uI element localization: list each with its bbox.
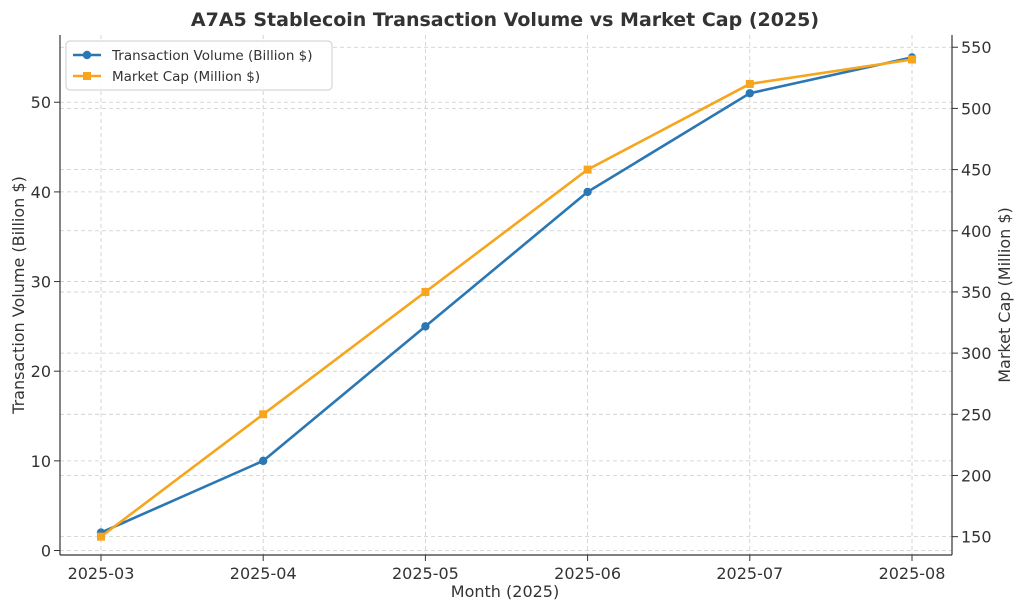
y-left-tick-label: 50 [31, 93, 51, 112]
y-right-tick-label: 300 [961, 344, 992, 363]
legend-swatch-marker [82, 50, 92, 60]
grid-lines [60, 35, 952, 555]
y-axis-left-label: Transaction Volume (Billion $) [9, 176, 28, 415]
data-point [259, 410, 268, 419]
legend-item: Market Cap (Million $) [73, 69, 260, 85]
data-point [583, 165, 592, 174]
series-lines [96, 53, 917, 541]
y-right-tick-label: 250 [961, 405, 992, 424]
data-point [745, 89, 754, 98]
data-point [908, 55, 916, 64]
x-tick-label: 2025-06 [554, 564, 621, 583]
y-left-tick-label: 30 [31, 273, 51, 292]
x-tick-label: 2025-05 [392, 564, 459, 583]
series-1 [96, 53, 917, 537]
y-axis-right-label: Market Cap (Million $) [995, 207, 1014, 383]
y-right-tick-label: 550 [961, 38, 992, 57]
y-left-tick-label: 40 [31, 183, 51, 202]
legend: Transaction Volume (Billion $) Market Cap… [65, 40, 333, 91]
y-left-tick-label: 20 [31, 362, 51, 381]
data-point [421, 287, 430, 296]
y-right-tick-label: 350 [961, 283, 992, 302]
data-point [259, 456, 268, 466]
y-right-tick-label: 400 [961, 222, 992, 241]
legend-box [65, 40, 333, 91]
x-axis-label: Month (2025) [451, 582, 559, 601]
series-line [100, 56, 913, 534]
data-point [97, 532, 105, 541]
data-point [583, 187, 592, 197]
data-point [745, 79, 754, 88]
x-tick-label: 2025-08 [879, 564, 946, 583]
legend-label: Transaction Volume (Billion $) [111, 48, 313, 64]
data-point [421, 322, 430, 331]
y-right-tick-label: 200 [961, 466, 992, 485]
y-right-tick-label: 500 [961, 99, 992, 118]
legend-label: Market Cap (Million $) [112, 69, 260, 85]
y-right-tick-label: 150 [961, 528, 992, 547]
x-tick-label: 2025-04 [230, 564, 297, 583]
legend-swatch-marker [83, 72, 91, 80]
y-left-tick-label: 0 [41, 542, 51, 561]
y-left-tick-label: 10 [31, 452, 51, 471]
x-tick-label: 2025-03 [68, 564, 135, 583]
y-right-tick-label: 450 [961, 161, 992, 180]
series-2 [97, 55, 916, 541]
series-line [100, 58, 913, 538]
x-tick-label: 2025-07 [716, 564, 783, 583]
chart-title: A7A5 Stablecoin Transaction Volume vs Ma… [191, 9, 819, 31]
legend-item: Transaction Volume (Billion $) [73, 48, 313, 64]
axes: 2025-03 2025-04 2025-05 2025-06 2025-07 2025-… [31, 35, 992, 583]
